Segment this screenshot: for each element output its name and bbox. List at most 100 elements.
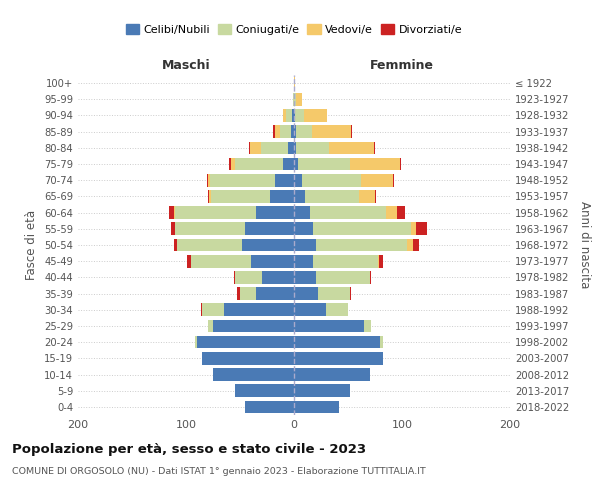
Bar — [202, 304, 224, 316]
Bar — [286, 109, 292, 122]
Bar — [294, 368, 370, 381]
Bar — [294, 109, 295, 122]
Bar — [275, 126, 280, 138]
Bar — [380, 336, 383, 348]
Bar — [294, 158, 298, 170]
Text: Popolazione per età, sesso e stato civile - 2023: Popolazione per età, sesso e stato civil… — [12, 442, 366, 456]
Bar — [316, 238, 407, 252]
Bar — [202, 352, 294, 364]
Bar — [294, 238, 316, 252]
Bar — [294, 77, 295, 90]
Bar — [313, 126, 351, 138]
Bar — [378, 255, 379, 268]
Bar — [270, 190, 294, 202]
Legend: Celibi/Nubili, Coniugati/e, Vedovi/e, Divorziati/e: Celibi/Nubili, Coniugati/e, Vedovi/e, Di… — [121, 20, 467, 39]
Bar — [208, 320, 213, 332]
Bar — [224, 304, 294, 316]
Bar — [210, 174, 275, 186]
Bar — [318, 288, 350, 300]
Y-axis label: Fasce di età: Fasce di età — [25, 210, 38, 280]
Bar — [294, 174, 302, 186]
Bar — [370, 271, 371, 283]
Text: Maschi: Maschi — [161, 59, 211, 72]
Bar — [374, 142, 375, 154]
Bar — [351, 126, 352, 138]
Bar — [275, 174, 294, 186]
Bar — [359, 190, 375, 202]
Bar — [240, 288, 256, 300]
Y-axis label: Anni di nascita: Anni di nascita — [578, 202, 590, 288]
Bar — [213, 368, 294, 381]
Bar — [235, 158, 283, 170]
Bar — [213, 320, 294, 332]
Bar — [169, 206, 174, 219]
Bar — [296, 93, 302, 106]
Bar — [242, 238, 294, 252]
Bar — [294, 320, 364, 332]
Bar — [407, 238, 413, 252]
Bar — [175, 206, 256, 219]
Bar — [294, 288, 318, 300]
Bar — [294, 336, 380, 348]
Bar — [375, 190, 376, 202]
Bar — [283, 158, 294, 170]
Text: Femmine: Femmine — [370, 59, 434, 72]
Bar — [233, 271, 235, 283]
Bar — [178, 238, 242, 252]
Bar — [229, 158, 232, 170]
Bar — [379, 255, 383, 268]
Bar — [262, 271, 294, 283]
Bar — [302, 174, 361, 186]
Bar — [296, 126, 313, 138]
Bar — [187, 255, 191, 268]
Bar — [245, 400, 294, 413]
Bar — [208, 190, 209, 202]
Bar — [326, 304, 348, 316]
Bar — [245, 222, 294, 235]
Bar — [256, 288, 294, 300]
Bar — [294, 384, 350, 397]
Bar — [294, 304, 326, 316]
Bar — [313, 222, 410, 235]
Bar — [296, 142, 329, 154]
Bar — [232, 158, 235, 170]
Bar — [292, 109, 294, 122]
Bar — [283, 109, 286, 122]
Bar — [397, 206, 405, 219]
Bar — [293, 93, 294, 106]
Bar — [305, 190, 359, 202]
Bar — [294, 352, 383, 364]
Bar — [251, 255, 294, 268]
Bar — [174, 206, 175, 219]
Bar — [316, 271, 370, 283]
Bar — [386, 206, 397, 219]
Bar — [194, 336, 197, 348]
Bar — [235, 384, 294, 397]
Bar — [350, 288, 351, 300]
Text: COMUNE DI ORGOSOLO (NU) - Dati ISTAT 1° gennaio 2023 - Elaborazione TUTTITALIA.I: COMUNE DI ORGOSOLO (NU) - Dati ISTAT 1° … — [12, 468, 426, 476]
Bar — [304, 109, 328, 122]
Bar — [201, 304, 202, 316]
Bar — [416, 222, 427, 235]
Bar — [237, 288, 240, 300]
Bar — [174, 238, 178, 252]
Bar — [294, 271, 316, 283]
Bar — [313, 255, 378, 268]
Bar — [248, 142, 250, 154]
Bar — [298, 158, 350, 170]
Bar — [294, 126, 296, 138]
Bar — [235, 271, 262, 283]
Bar — [361, 174, 394, 186]
Bar — [171, 222, 175, 235]
Bar — [280, 126, 291, 138]
Bar — [364, 320, 371, 332]
Bar — [400, 158, 401, 170]
Bar — [294, 93, 296, 106]
Bar — [260, 142, 287, 154]
Bar — [256, 206, 294, 219]
Bar — [295, 109, 304, 122]
Bar — [197, 336, 294, 348]
Bar — [211, 190, 270, 202]
Bar — [291, 126, 294, 138]
Bar — [206, 174, 208, 186]
